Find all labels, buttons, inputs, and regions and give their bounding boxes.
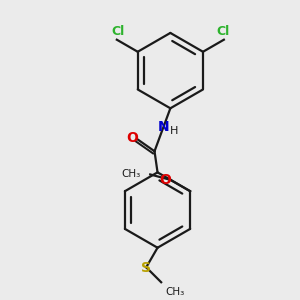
Text: H: H: [169, 126, 178, 136]
Text: S: S: [141, 261, 151, 275]
Text: CH₃: CH₃: [121, 169, 140, 179]
Text: N: N: [158, 120, 170, 134]
Text: O: O: [159, 173, 171, 187]
Text: Cl: Cl: [217, 25, 230, 38]
Text: CH₃: CH₃: [165, 287, 184, 297]
Text: Cl: Cl: [111, 25, 124, 38]
Text: O: O: [126, 131, 138, 146]
